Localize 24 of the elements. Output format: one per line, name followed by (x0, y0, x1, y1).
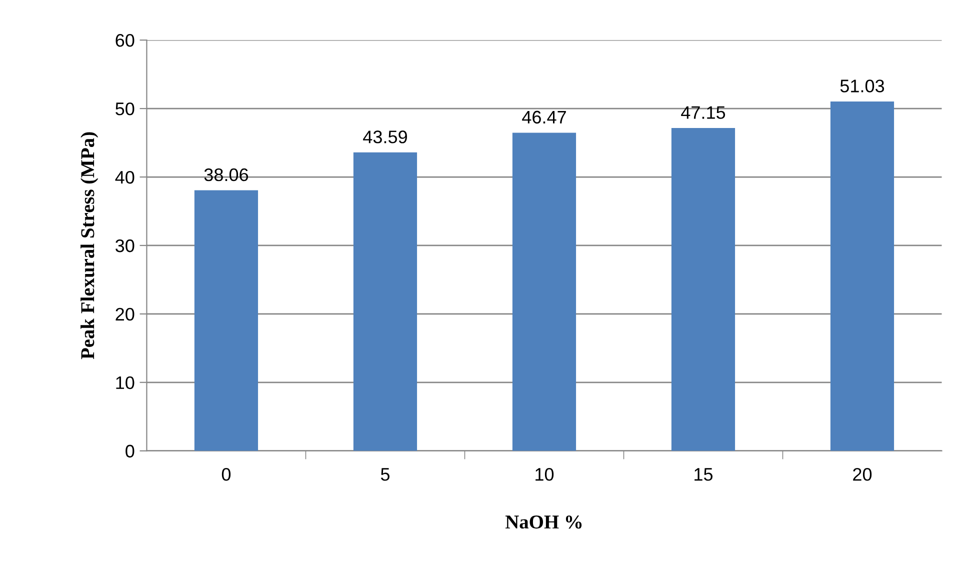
data-label: 46.47 (522, 110, 566, 124)
x-tick-label: 15 (694, 468, 713, 481)
y-tick-label: 0 (126, 444, 134, 458)
data-label: 38.06 (204, 168, 248, 182)
data-label: 43.59 (363, 130, 407, 144)
data-label: 51.03 (840, 80, 884, 92)
data-label: 47.15 (681, 106, 726, 119)
y-tick-label: 40 (115, 170, 134, 184)
x-tick-label: 20 (853, 468, 872, 481)
bar (353, 152, 418, 451)
bar (671, 128, 736, 451)
y-tick-label: 30 (116, 239, 134, 252)
y-tick-label: 20 (116, 308, 134, 321)
bar (830, 102, 894, 451)
x-tick-label: 10 (536, 468, 554, 481)
x-tick-label: 5 (380, 468, 390, 481)
x-axis-title: NaOH % (505, 515, 582, 529)
y-tick-label: 60 (116, 34, 134, 47)
bar (194, 190, 258, 451)
y-axis-title: Peak Flexural Stress (MPa) (80, 132, 98, 360)
y-tick-label: 10 (116, 376, 134, 390)
y-tick-label: 50 (116, 102, 134, 116)
x-tick-label: 0 (222, 468, 231, 481)
bar (512, 132, 576, 451)
